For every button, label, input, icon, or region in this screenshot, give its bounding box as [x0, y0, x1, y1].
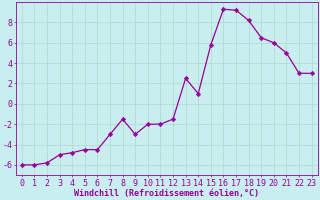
X-axis label: Windchill (Refroidissement éolien,°C): Windchill (Refroidissement éolien,°C): [74, 189, 259, 198]
